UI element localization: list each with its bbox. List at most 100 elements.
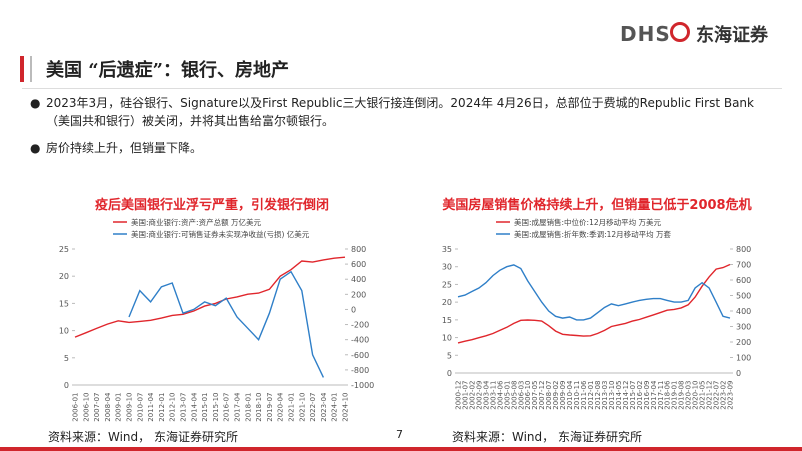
- x-tick-label: 2012-01: [587, 381, 595, 410]
- y2-tick-label: 800: [736, 245, 751, 254]
- x-tick-label: 2014-12: [622, 381, 630, 410]
- title-bar: [20, 56, 24, 82]
- x-tick-label: 2003-04: [482, 380, 490, 410]
- x-tick-label: 2010-07: [136, 393, 144, 422]
- y2-tick-label: 700: [736, 261, 751, 270]
- y-tick-label: 15: [442, 316, 452, 325]
- y-tick-label: 0: [64, 381, 69, 390]
- data-line: [457, 263, 731, 344]
- y2-tick-label: -800: [351, 366, 369, 375]
- y2-tick-label: 200: [351, 290, 366, 299]
- x-tick-label: 2005-01: [503, 381, 511, 410]
- x-tick-label: 2023-04: [320, 392, 328, 422]
- x-tick-label: 2009-10: [126, 393, 134, 422]
- y-tick-label: 20: [442, 298, 452, 307]
- x-tick-label: 2010-11: [573, 381, 581, 410]
- logo-text: 东海证券: [696, 25, 768, 46]
- x-tick-label: 2015-01: [201, 393, 209, 422]
- x-tick-label: 2011-06: [580, 380, 588, 410]
- bullet: ● 2023年3月，硅谷银行、Signature以及First Republic三…: [30, 96, 754, 128]
- chart-title: 疫后美国银行业浮亏严重，引发银行倒闭: [95, 197, 329, 213]
- x-tick-label: 2007-12: [538, 381, 546, 410]
- x-tick-label: 2012-10: [169, 393, 177, 422]
- x-tick-label: 2008-04: [104, 392, 112, 422]
- y-tick-label: 15: [59, 299, 69, 308]
- y2-tick-label: 600: [736, 276, 751, 285]
- bullet-text: 2023年3月，硅谷银行、Signature以及First Republic三大…: [46, 96, 754, 128]
- x-tick-label: 2018-01: [244, 393, 252, 422]
- x-tick-label: 2007-05: [531, 381, 539, 410]
- chart-title: 美国房屋销售价格持续上升，但销量已低于2008危机: [442, 197, 751, 213]
- x-tick-label: 2012-08: [594, 381, 602, 410]
- x-tick-label: 2021-12: [706, 381, 714, 410]
- x-tick-label: 2014-04: [190, 392, 198, 422]
- x-tick-label: 2011-04: [147, 392, 155, 422]
- y-tick-label: 30: [442, 263, 452, 272]
- bullet-text: 房价持续上升，但销量下降。: [46, 141, 203, 155]
- x-tick-label: 2019-01: [671, 381, 679, 410]
- y-tick-label: 5: [447, 351, 452, 360]
- x-tick-label: 2003-11: [489, 381, 497, 410]
- x-tick-label: 2002-09: [475, 381, 483, 410]
- x-tick-label: 2004-06: [496, 380, 504, 410]
- y2-tick-label: -600: [351, 351, 369, 360]
- y2-tick-label: -200: [351, 321, 369, 330]
- x-tick-label: 2021-01: [288, 393, 296, 422]
- x-tick-label: 2024-01: [331, 393, 339, 422]
- y-tick-label: 20: [59, 272, 69, 281]
- x-tick-label: 2017-04: [234, 392, 242, 422]
- y-tick-label: 25: [59, 245, 69, 254]
- x-tick-label: 2008-07: [545, 381, 553, 410]
- y2-tick-label: 600: [351, 260, 366, 269]
- y-tick-label: 25: [442, 280, 452, 289]
- x-tick-label: 2018-10: [255, 393, 263, 422]
- x-tick-label: 2007-07: [93, 393, 101, 422]
- x-tick-label: 2024-10: [342, 393, 350, 422]
- x-tick-label: 2023-02: [720, 381, 728, 410]
- x-tick-label: 2006-03: [517, 381, 525, 410]
- legend-label: 美国:成屋销售:中位价:12月移动平均 万美元: [514, 217, 662, 227]
- y2-tick-label: 200: [736, 338, 751, 347]
- x-tick-label: 2002-02: [468, 381, 476, 410]
- x-tick-label: 2016-02: [636, 381, 644, 410]
- legend-label: 美国:商业银行:可销售证券未实现净收益(亏损) 亿美元: [131, 229, 310, 239]
- y-tick-label: 5: [64, 354, 69, 363]
- x-tick-label: 2014-05: [615, 381, 623, 410]
- y2-tick-label: 300: [736, 323, 751, 332]
- x-tick-label: 2009-01: [115, 393, 123, 422]
- x-tick-label: 2021-05: [699, 381, 707, 410]
- y2-tick-label: 100: [736, 354, 751, 363]
- title-bar: [30, 56, 32, 82]
- page-number: 7: [396, 428, 403, 441]
- x-tick-label: 2017-11: [657, 381, 665, 410]
- y2-tick-label: 400: [351, 275, 366, 284]
- x-tick-label: 2010-04: [566, 380, 574, 410]
- x-tick-label: 2005-08: [510, 381, 518, 410]
- y2-tick-label: -1000: [351, 381, 374, 390]
- slide-title: 美国 “后遗症”：银行、房地产: [46, 60, 289, 81]
- source: 资料来源：Wind， 东海证券研究所: [48, 430, 238, 444]
- y-tick-label: 10: [59, 327, 69, 336]
- x-tick-label: 2015-10: [212, 393, 220, 422]
- x-tick-label: 2015-07: [629, 381, 637, 410]
- logo-icon: [670, 22, 690, 42]
- x-tick-label: 2000-12: [455, 381, 463, 410]
- x-tick-label: 2012-01: [158, 393, 166, 422]
- x-tick-label: 2017-04: [650, 380, 658, 410]
- x-tick-label: 2018-06: [664, 380, 672, 410]
- source: 资料来源：Wind， 东海证券研究所: [452, 430, 642, 444]
- data-line: [457, 264, 731, 321]
- y2-tick-label: 500: [736, 292, 751, 301]
- data-line: [128, 270, 325, 378]
- x-tick-label: 2019-08: [678, 381, 686, 410]
- x-tick-label: 2009-09: [559, 381, 567, 410]
- x-tick-label: 2022-07: [309, 393, 317, 422]
- y2-tick-label: -400: [351, 336, 369, 345]
- bullet: ● 房价持续上升，但销量下降。: [30, 141, 203, 155]
- x-tick-label: 2022-07: [713, 381, 721, 410]
- y2-tick-label: 800: [351, 245, 366, 254]
- x-tick-label: 2006-10: [82, 393, 90, 422]
- y-tick-label: 35: [442, 245, 452, 254]
